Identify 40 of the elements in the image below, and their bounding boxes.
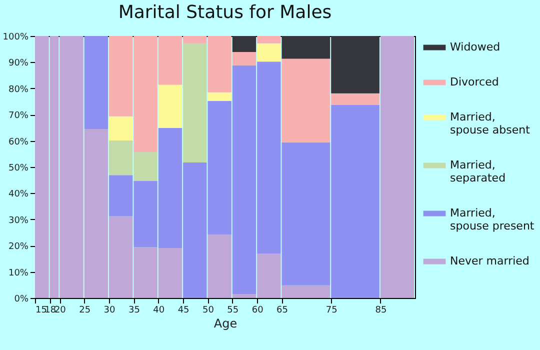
y-tick-label: 80%: [8, 84, 29, 95]
y-tick-label: 40%: [8, 190, 29, 200]
x-tick-label: 40: [153, 306, 165, 316]
bar: [84, 36, 108, 130]
y-tick-label: 50%: [8, 164, 29, 174]
x-tick-label: 45: [178, 306, 190, 316]
bar: [109, 116, 133, 141]
y-tick-label: 30%: [8, 216, 29, 226]
legend-label: Married, spouse absent: [450, 110, 531, 136]
legend-label: Widowed: [450, 40, 500, 54]
legend-label: Married, spouse present: [450, 206, 535, 232]
bar: [158, 84, 182, 128]
x-tick-label: 30: [104, 306, 116, 316]
x-tick-label: 50: [202, 306, 214, 316]
x-tick-label: 25: [79, 306, 91, 316]
bar: [257, 43, 281, 62]
legend-label: Divorced: [450, 76, 499, 88]
x-tick-label: 60: [252, 306, 264, 316]
y-tick-label: 100%: [2, 32, 29, 42]
y-tick-label: 70%: [8, 111, 29, 122]
y-tick-label: 10%: [8, 268, 29, 278]
bar: [257, 36, 281, 44]
y-tick-label: 90%: [8, 58, 29, 69]
x-tick-label: 18: [44, 306, 56, 316]
y-tick-label: 20%: [8, 242, 29, 252]
x-tick-label: 35: [128, 306, 140, 316]
x-tick-label: 55: [227, 306, 239, 316]
x-tick-label: 15: [36, 306, 47, 316]
chart-title: Marital Status for Males: [118, 2, 332, 23]
bar: [183, 43, 207, 163]
y-tick-label: 60%: [8, 137, 29, 148]
bar: [208, 92, 232, 101]
x-axis-title: Age: [214, 316, 238, 330]
legend-label: Never married: [450, 254, 530, 268]
x-tick-label: 75: [326, 306, 338, 316]
x-tick-label: 65: [276, 306, 288, 316]
legend-label: Married, separated: [450, 158, 506, 184]
y-tick-label: 0%: [14, 294, 29, 304]
x-tick-label: 20: [54, 306, 66, 316]
x-tick-label: 85: [375, 306, 387, 316]
